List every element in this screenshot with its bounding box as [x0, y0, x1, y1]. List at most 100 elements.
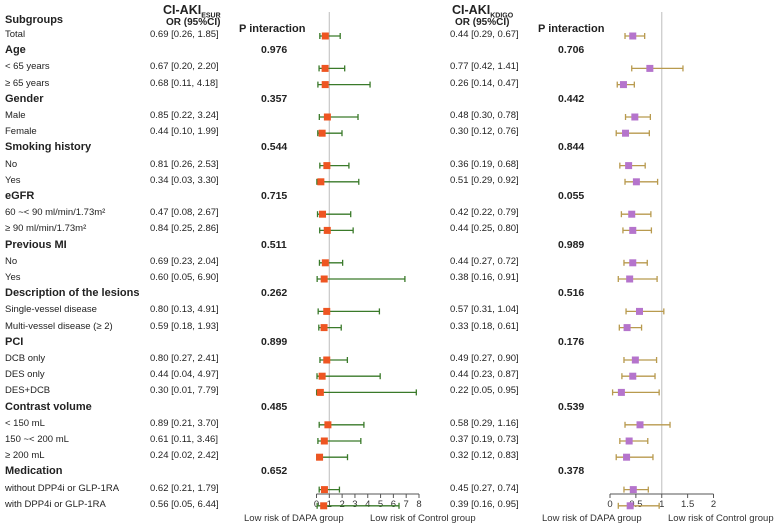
- kdigo-tick-label: 1: [659, 499, 665, 510]
- subgroup-header: PCI: [5, 335, 24, 348]
- kdigo-or-marker: [617, 388, 625, 396]
- kdigo-or-marker: [629, 259, 637, 267]
- kdigo-or-ci-text: 0.37 [0.19, 0.73]: [450, 434, 519, 445]
- esur-p-interaction-value: 0.511: [261, 238, 287, 251]
- esur-or-ci-text: 0.80 [0.27, 2.41]: [150, 353, 219, 364]
- subgroup-label: 150 ~< 200 mL: [5, 434, 69, 445]
- esur-panel-title: CI-AKIESUR: [163, 4, 221, 20]
- esur-title-subscript: ESUR: [201, 12, 221, 20]
- esur-or-marker: [321, 32, 329, 40]
- esur-tick-label: 8: [416, 499, 422, 510]
- esur-or-ci-text: 0.69 [0.26, 1.85]: [150, 29, 219, 40]
- subgroup-label: Multi-vessel disease (≥ 2): [5, 320, 113, 332]
- kdigo-or-marker: [635, 307, 643, 315]
- esur-p-interaction-value: 0.262: [261, 287, 288, 300]
- esur-or-ci-text: 0.24 [0.02, 2.42]: [150, 450, 219, 462]
- kdigo-p-interaction-value: 0.055: [558, 190, 585, 202]
- esur-or-marker: [323, 356, 331, 364]
- kdigo-or-ci-text: 0.30 [0.12, 0.76]: [450, 126, 519, 138]
- kdigo-tick-label: 2: [710, 499, 717, 510]
- kdigo-or-ci-text: 0.22 [0.05, 0.95]: [450, 385, 519, 397]
- kdigo-or-ci-text: 0.33 [0.18, 0.61]: [450, 320, 519, 332]
- kdigo-or-ci-text: 0.39 [0.16, 0.95]: [450, 498, 519, 510]
- kdigo-or-ci-text: 0.48 [0.30, 0.78]: [450, 110, 519, 121]
- kdigo-or-marker: [628, 210, 636, 218]
- esur-or-ci-text: 0.56 [0.05, 6.44]: [150, 498, 219, 510]
- kdigo-or-marker: [636, 421, 644, 429]
- kdigo-p-interaction-value: 0.539: [558, 400, 585, 413]
- subgroup-label: DCB only: [5, 353, 46, 364]
- subgroup-header: Gender: [5, 92, 44, 105]
- kdigo-or-marker: [632, 178, 640, 186]
- esur-p-interaction-value: 0.357: [261, 92, 288, 105]
- esur-or-ci-text: 0.60 [0.05, 6.90]: [150, 272, 219, 283]
- subgroup-header: Smoking history: [5, 141, 92, 154]
- esur-or-ci-text: 0.34 [0.03, 3.30]: [150, 174, 219, 186]
- subgroup-label: No: [5, 255, 18, 267]
- subgroup-label: DES only: [5, 369, 45, 381]
- esur-or-marker: [317, 178, 325, 186]
- kdigo-or-ci-text: 0.44 [0.23, 0.87]: [450, 369, 519, 381]
- esur-or-ci-text: 0.62 [0.21, 1.79]: [150, 482, 219, 494]
- kdigo-or-marker: [631, 356, 639, 364]
- esur-tick-label: 1: [326, 499, 332, 510]
- esur-tick-label: 3: [352, 499, 358, 510]
- kdigo-or-marker: [623, 453, 631, 461]
- kdigo-or-marker: [629, 32, 637, 40]
- esur-or-ci-text: 0.44 [0.04, 4.97]: [150, 369, 219, 381]
- kdigo-footnote-left: Low risk of DAPA group: [542, 513, 642, 524]
- subgroup-label: Single-vessel disease: [5, 304, 97, 316]
- kdigo-or-ci-text: 0.44 [0.27, 0.72]: [450, 255, 519, 267]
- kdigo-or-ci-text: 0.36 [0.19, 0.68]: [450, 158, 519, 170]
- kdigo-p-interaction-value: 0.378: [558, 465, 585, 478]
- subgroup-label: Yes: [5, 272, 21, 283]
- kdigo-p-interaction-value: 0.989: [558, 238, 585, 251]
- kdigo-or-ci-text: 0.58 [0.29, 1.16]: [450, 417, 519, 429]
- esur-or-ci-text: 0.59 [0.18, 1.93]: [150, 320, 219, 332]
- esur-or-marker: [316, 453, 324, 461]
- esur-title-main: CI-AKI: [163, 3, 202, 17]
- kdigo-or-marker: [625, 162, 633, 170]
- subgroup-header: Age: [5, 44, 26, 57]
- subgroup-label: without DPP4i or GLP-1RA: [5, 482, 120, 494]
- subgroup-label: Female: [5, 126, 37, 138]
- esur-or-ci-text: 0.84 [0.25, 2.86]: [150, 223, 219, 235]
- subgroup-label: 60 ~< 90 ml/min/1.73m²: [5, 207, 106, 219]
- kdigo-footnote-right: Low risk of Control group: [668, 513, 774, 524]
- kdigo-p-interaction-value: 0.706: [558, 44, 585, 57]
- kdigo-p-interaction-value: 0.516: [558, 287, 585, 300]
- esur-or-marker: [324, 421, 332, 429]
- subgroup-header: Description of the lesions: [5, 287, 140, 300]
- subgroup-header: Previous MI: [5, 238, 67, 251]
- kdigo-panel-title: CI-AKIKDIGO: [452, 4, 513, 20]
- subgroup-label: ≥ 200 mL: [5, 450, 45, 462]
- esur-tick-label: 6: [390, 499, 397, 510]
- subgroups-column-header: Subgroups: [5, 14, 64, 26]
- kdigo-or-ci-text: 0.42 [0.22, 0.79]: [450, 207, 519, 219]
- esur-or-ci-text: 0.68 [0.11, 4.18]: [150, 77, 218, 89]
- subgroup-header: eGFR: [5, 190, 35, 202]
- esur-or-marker: [318, 372, 326, 380]
- kdigo-title-main: CI-AKI: [452, 3, 491, 17]
- esur-or-marker: [323, 307, 331, 315]
- esur-or-marker: [323, 113, 331, 121]
- kdigo-title-subscript: KDIGO: [490, 12, 514, 20]
- esur-footnote-left: Low risk of DAPA group: [244, 513, 344, 524]
- esur-or-marker: [320, 275, 328, 283]
- esur-or-marker: [323, 162, 331, 170]
- esur-tick-label: 2: [339, 499, 345, 510]
- kdigo-or-ci-text: 0.51 [0.29, 0.92]: [450, 174, 519, 186]
- kdigo-or-marker: [626, 275, 634, 283]
- kdigo-or-marker: [629, 486, 637, 494]
- kdigo-or-header: OR (95%CI): [455, 17, 510, 28]
- kdigo-or-marker: [626, 502, 634, 510]
- kdigo-or-marker: [619, 81, 627, 89]
- esur-or-marker: [323, 226, 331, 234]
- subgroup-header: Contrast volume: [5, 400, 92, 413]
- esur-or-marker: [318, 129, 326, 137]
- esur-or-marker: [321, 64, 329, 72]
- kdigo-p-interaction-value: 0.844: [558, 141, 585, 154]
- esur-tick-label: 4: [365, 499, 371, 510]
- kdigo-or-marker: [622, 129, 630, 137]
